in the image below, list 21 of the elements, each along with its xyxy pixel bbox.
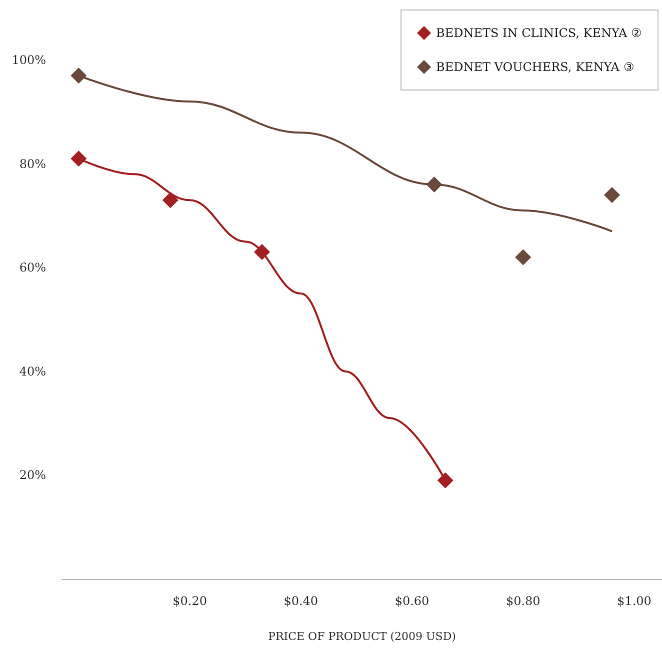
y-tick-label: 40% <box>19 364 46 378</box>
legend-label: BEDNETS IN CLINICS, KENYA ② <box>436 26 642 40</box>
x-tick-label: $0.40 <box>284 594 318 608</box>
y-tick-label: 20% <box>19 468 46 482</box>
point <box>162 192 178 208</box>
point <box>70 150 87 167</box>
x-tick-label: $0.60 <box>394 594 430 608</box>
point <box>254 244 270 260</box>
y-tick-label: 60% <box>19 260 46 275</box>
point <box>426 176 442 193</box>
x-axis-title: PRICE OF PRODUCT (2009 USD) <box>268 630 456 643</box>
x-tick-label: $0.80 <box>506 594 540 608</box>
point <box>604 186 620 203</box>
point <box>437 472 454 488</box>
legend-label: BEDNET VOUCHERS, KENYA ③ <box>436 60 634 74</box>
x-tick-label: $0.20 <box>172 594 207 608</box>
y-tick-label: 100% <box>12 53 46 67</box>
y-tick-label: 80% <box>19 156 46 171</box>
x-tick-label: $1.00 <box>617 594 652 608</box>
point <box>515 249 532 266</box>
point <box>70 68 87 84</box>
